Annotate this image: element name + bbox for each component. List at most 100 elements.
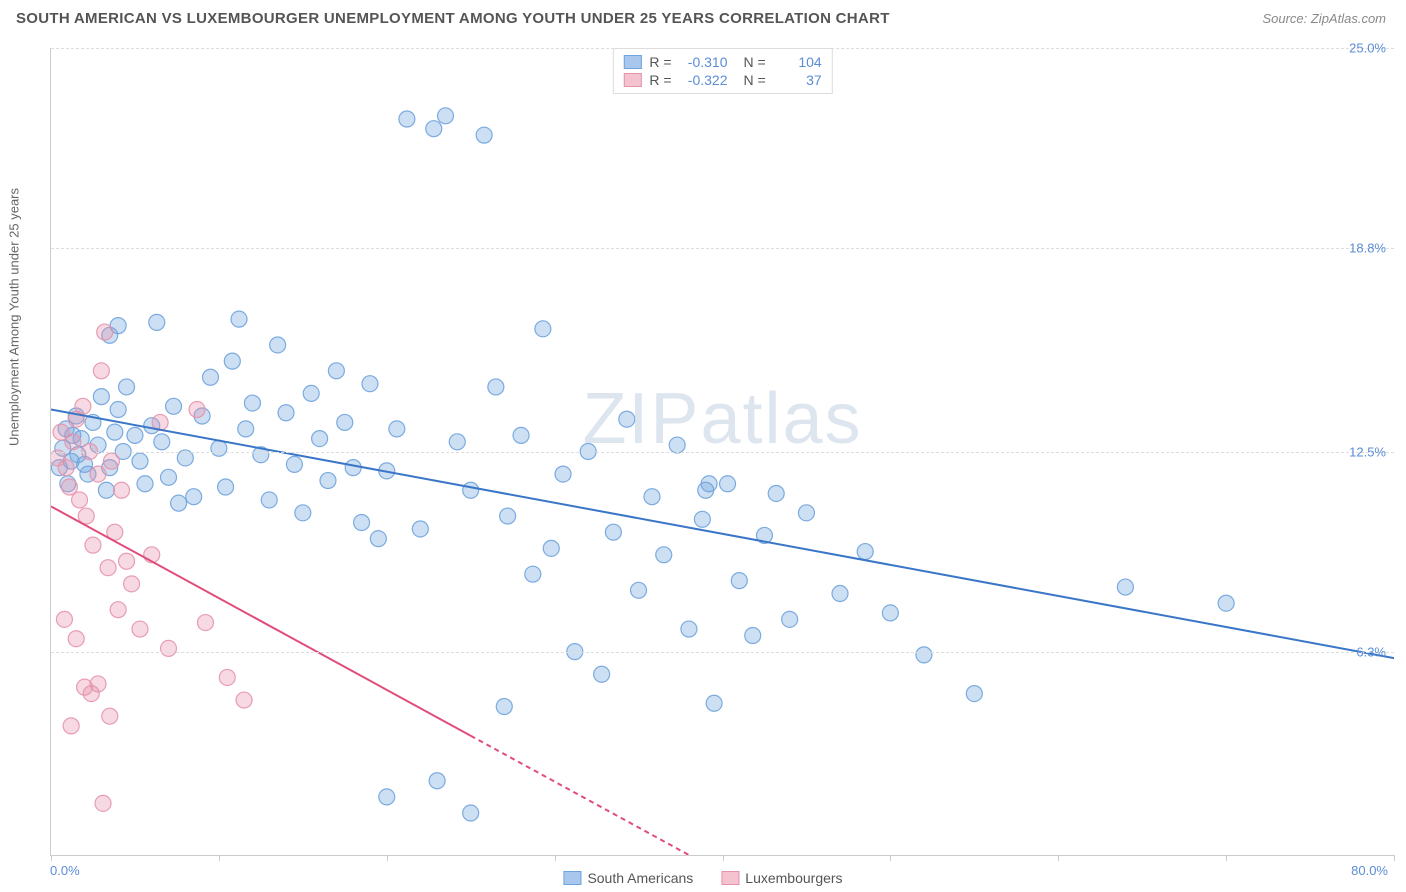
r-label: R = [649, 72, 671, 88]
n-label: N = [744, 72, 766, 88]
data-point [500, 508, 516, 524]
data-point [93, 389, 109, 405]
data-point [119, 379, 135, 395]
data-point [85, 537, 101, 553]
data-point [100, 560, 116, 576]
legend-swatch [623, 55, 641, 69]
data-point [525, 566, 541, 582]
r-value: -0.310 [680, 54, 728, 70]
data-point [236, 692, 252, 708]
data-point [656, 547, 672, 563]
data-point [202, 369, 218, 385]
data-point [644, 489, 660, 505]
data-point [535, 321, 551, 337]
data-point [916, 647, 932, 663]
data-point [171, 495, 187, 511]
r-value: -0.322 [680, 72, 728, 88]
data-point [476, 127, 492, 143]
data-point [362, 376, 378, 392]
data-point [438, 108, 454, 124]
data-point [58, 460, 74, 476]
data-point [1117, 579, 1133, 595]
data-point [75, 398, 91, 414]
data-point [631, 582, 647, 598]
data-point [166, 398, 182, 414]
legend-row: R = -0.322 N = 37 [623, 71, 821, 89]
data-point [496, 699, 512, 715]
x-tick-mark [219, 855, 220, 861]
data-point [720, 476, 736, 492]
data-point [161, 469, 177, 485]
data-point [389, 421, 405, 437]
n-value: 37 [774, 72, 822, 88]
trend-line [51, 410, 1394, 659]
x-tick-mark [1226, 855, 1227, 861]
data-point [231, 311, 247, 327]
data-point [681, 621, 697, 637]
data-point [132, 621, 148, 637]
data-point [114, 482, 130, 498]
data-point [857, 544, 873, 560]
y-tick-label: 6.3% [1356, 644, 1386, 659]
data-point [745, 627, 761, 643]
data-point [149, 314, 165, 330]
correlation-legend: R =-0.310N =104R =-0.322N =37 [612, 48, 832, 94]
data-point [95, 795, 111, 811]
data-point [449, 434, 465, 450]
data-point [90, 466, 106, 482]
data-point [107, 424, 123, 440]
data-point [379, 789, 395, 805]
x-max-label: 80.0% [1351, 863, 1388, 878]
data-point [731, 573, 747, 589]
data-point [110, 402, 126, 418]
y-tick-label: 25.0% [1349, 41, 1386, 56]
data-point [154, 434, 170, 450]
data-point [270, 337, 286, 353]
data-point [966, 686, 982, 702]
chart-title: SOUTH AMERICAN VS LUXEMBOURGER UNEMPLOYM… [16, 10, 890, 27]
legend-label: Luxembourgers [745, 870, 842, 886]
data-point [119, 553, 135, 569]
data-point [238, 421, 254, 437]
data-point [278, 405, 294, 421]
series-legend: South AmericansLuxembourgers [563, 870, 842, 886]
gridline [51, 48, 1394, 49]
data-point [303, 385, 319, 401]
y-tick-label: 18.8% [1349, 241, 1386, 256]
gridline [51, 248, 1394, 249]
data-point [211, 440, 227, 456]
data-point [354, 515, 370, 531]
data-point [619, 411, 635, 427]
r-label: R = [649, 54, 671, 70]
x-tick-mark [1394, 855, 1395, 861]
x-min-label: 0.0% [50, 863, 80, 878]
x-tick-mark [890, 855, 891, 861]
y-axis-label: Unemployment Among Youth under 25 years [7, 188, 22, 446]
data-point [97, 324, 113, 340]
data-point [189, 402, 205, 418]
legend-swatch [623, 73, 641, 87]
data-point [782, 611, 798, 627]
data-point [127, 427, 143, 443]
data-point [312, 431, 328, 447]
data-point [543, 540, 559, 556]
data-point [594, 666, 610, 682]
legend-swatch [721, 871, 739, 885]
data-point [137, 476, 153, 492]
data-point [328, 363, 344, 379]
data-point [261, 492, 277, 508]
legend-row: R =-0.310N =104 [623, 53, 821, 71]
data-point [337, 414, 353, 430]
data-point [463, 482, 479, 498]
data-point [295, 505, 311, 521]
data-point [56, 611, 72, 627]
data-point [513, 427, 529, 443]
x-tick-mark [1058, 855, 1059, 861]
data-point [345, 460, 361, 476]
data-point [63, 718, 79, 734]
data-point [72, 492, 88, 508]
data-point [110, 602, 126, 618]
data-point [286, 456, 302, 472]
data-point [370, 531, 386, 547]
data-point [832, 586, 848, 602]
